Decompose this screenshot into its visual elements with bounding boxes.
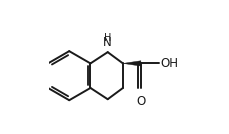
Text: H: H (103, 33, 111, 43)
Text: OH: OH (159, 57, 177, 70)
Polygon shape (123, 61, 140, 66)
Text: N: N (103, 36, 111, 49)
Text: O: O (136, 95, 145, 108)
